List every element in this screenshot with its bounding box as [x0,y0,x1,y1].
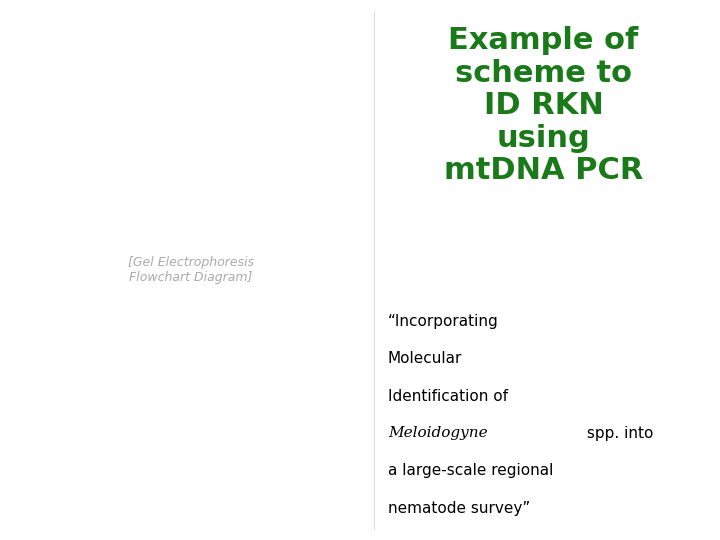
Text: Identification of: Identification of [388,389,508,404]
FancyBboxPatch shape [4,11,374,535]
Text: Meloidogyne: Meloidogyne [388,426,487,440]
Text: Molecular: Molecular [388,352,462,366]
Text: “Incorporating: “Incorporating [388,314,499,329]
Text: spp. into: spp. into [582,426,653,441]
Text: [Gel Electrophoresis
Flowchart Diagram]: [Gel Electrophoresis Flowchart Diagram] [127,256,254,284]
Text: Example of
scheme to
ID RKN
using
mtDNA PCR: Example of scheme to ID RKN using mtDNA … [444,26,643,185]
Text: nematode survey”: nematode survey” [388,501,530,516]
Text: a large-scale regional: a large-scale regional [388,463,553,478]
